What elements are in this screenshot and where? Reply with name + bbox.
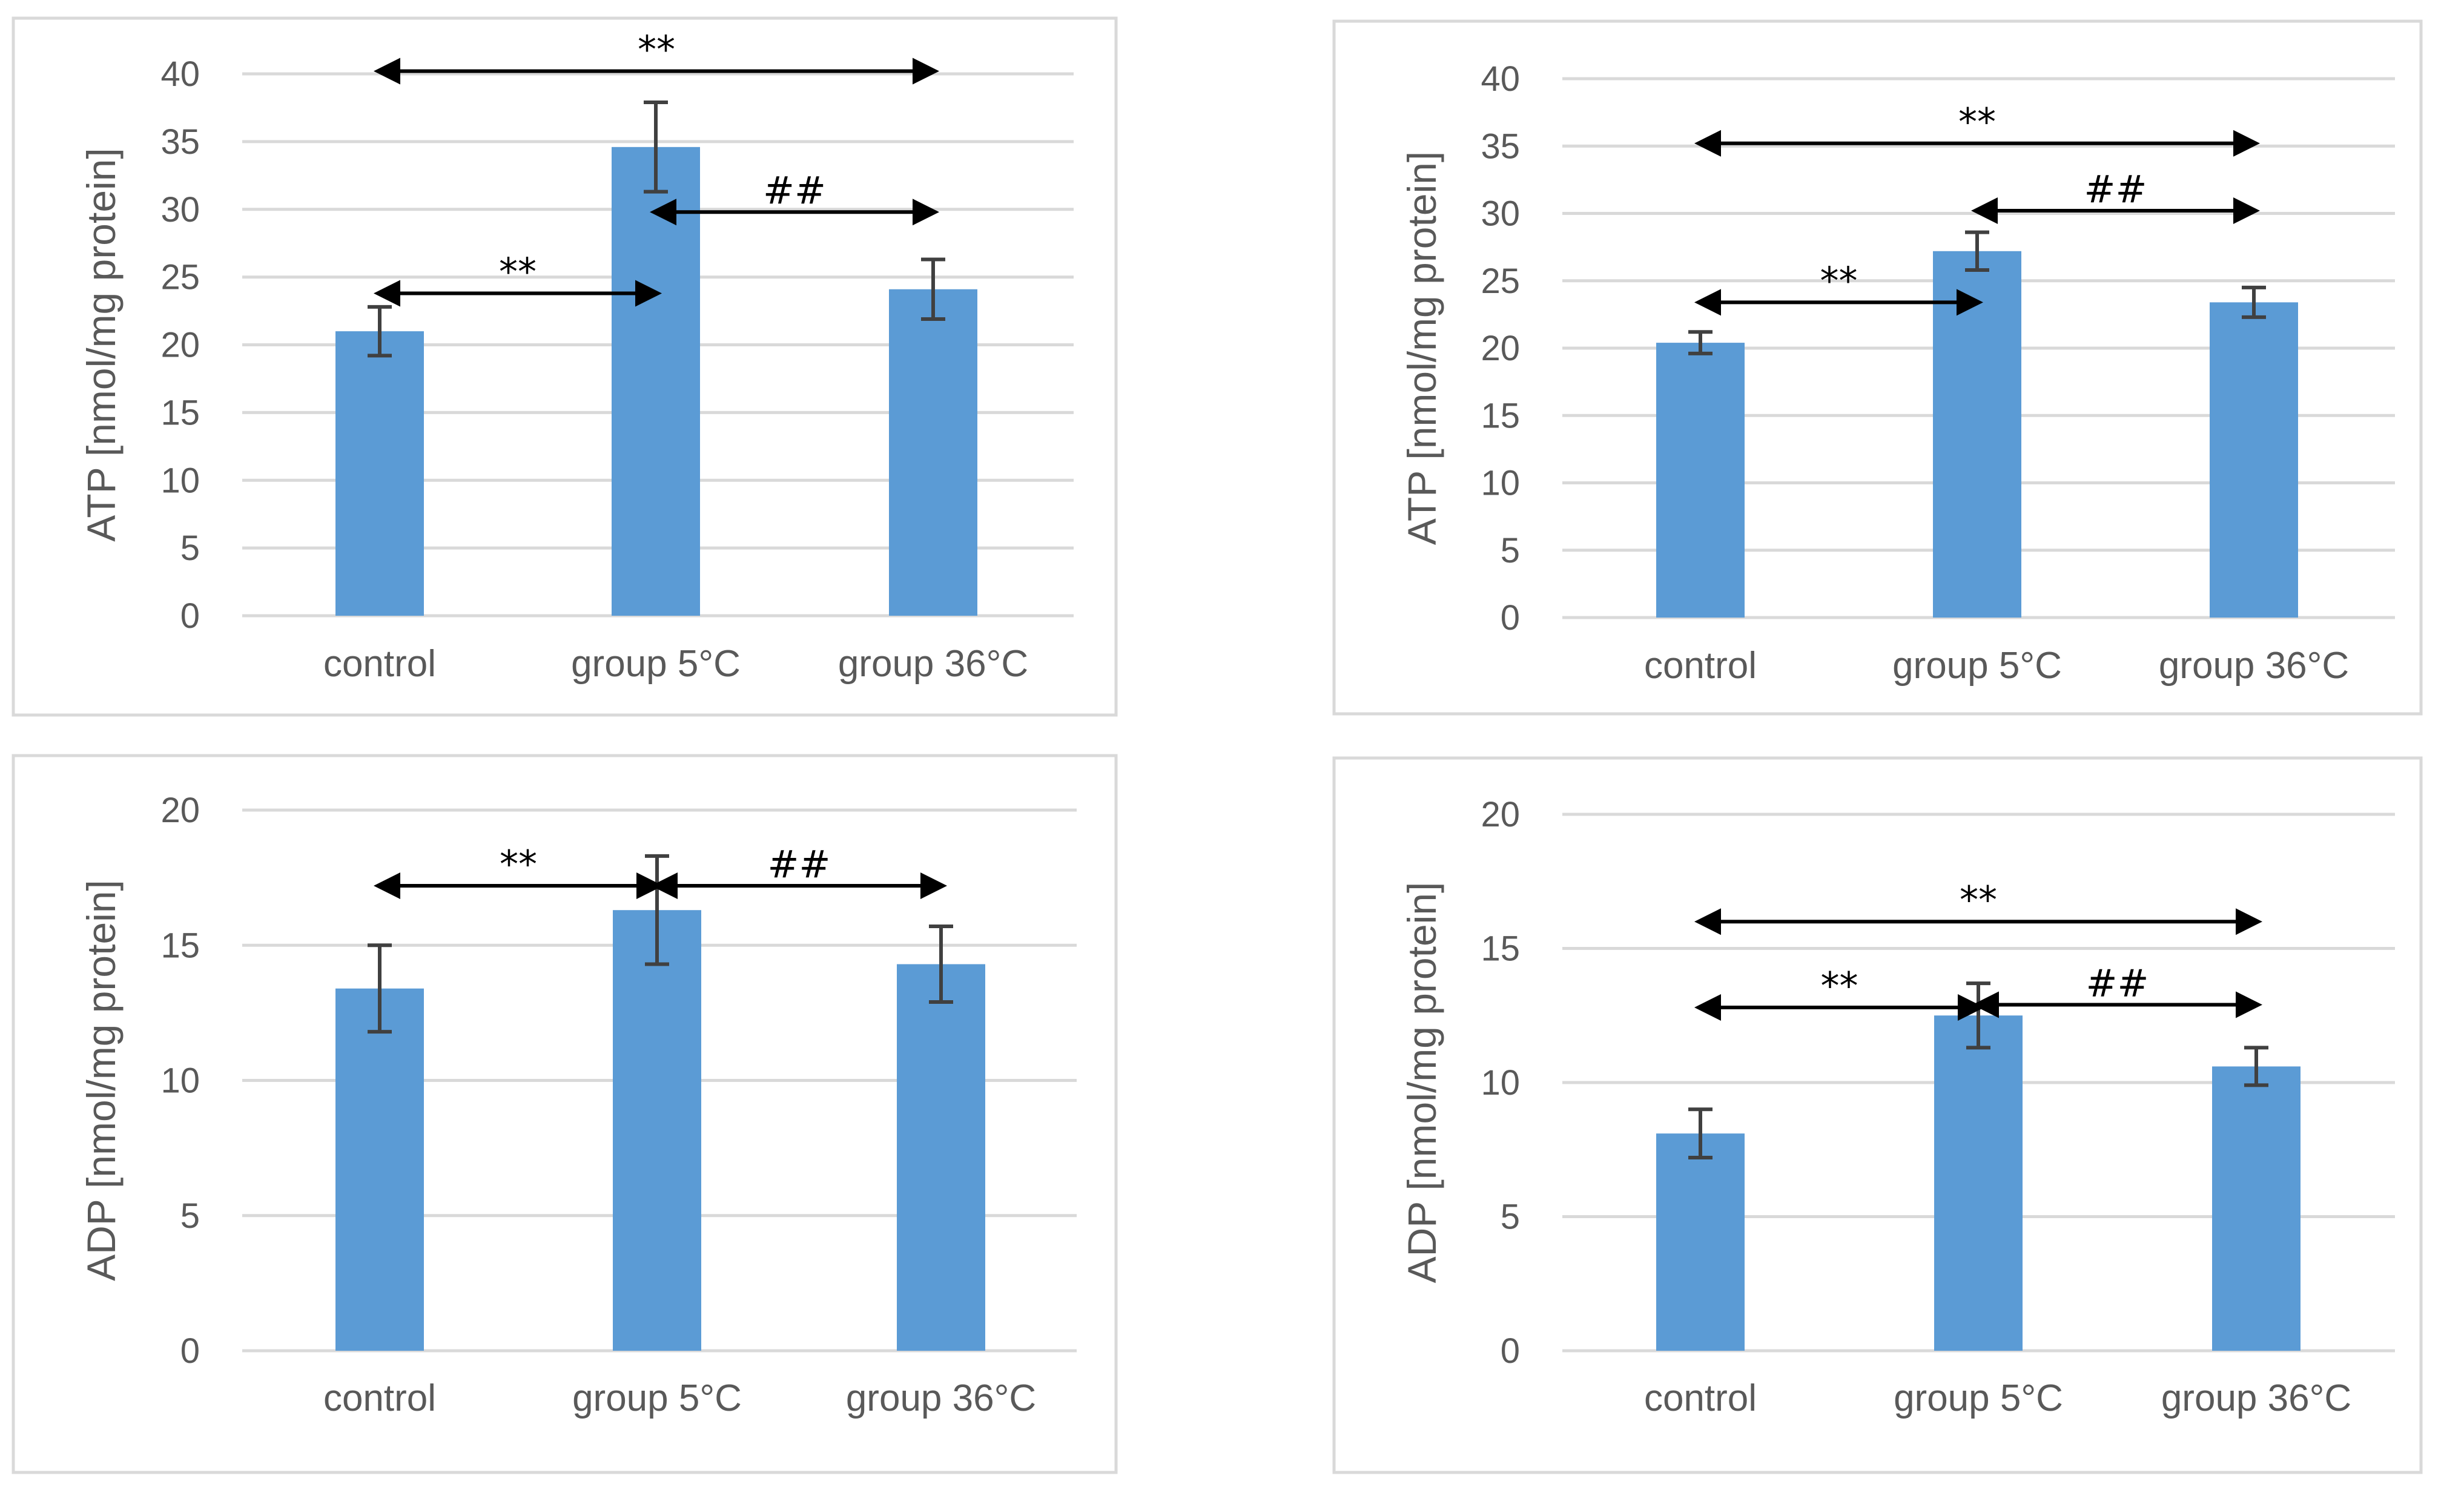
y-tick-label: 15 [1481, 396, 1520, 435]
y-tick-label: 0 [180, 1331, 200, 1371]
arrowhead-left-icon [650, 199, 676, 226]
chart-panel-atp-top-left: 0 5 10 15 20 25 30 35 40 ATP [nmol/mg protein] con… [12, 16, 1118, 717]
arrowhead-left-icon [651, 872, 678, 900]
y-tick-label: 5 [1501, 531, 1520, 570]
y-tick-label: 25 [160, 258, 200, 297]
y-tick-label: 5 [180, 529, 200, 568]
y-tick-label: 20 [160, 326, 200, 365]
significance-label: ## [763, 168, 826, 213]
bar-0 [1656, 1133, 1745, 1351]
y-tick-label: 40 [160, 54, 200, 94]
bar-0 [335, 331, 424, 616]
y-tick-label: 10 [1481, 1063, 1520, 1103]
bar-1 [1934, 1015, 2023, 1351]
bar-2 [889, 289, 977, 616]
arrowhead-left-icon [1971, 197, 1998, 225]
arrowhead-left-icon [1694, 130, 1721, 157]
bar-1 [613, 910, 701, 1351]
significance-label: ** [500, 842, 537, 886]
y-tick-label: 25 [1481, 262, 1520, 301]
significance-label: ** [499, 249, 537, 294]
y-tick-label: 30 [160, 190, 200, 229]
significance-label: ** [638, 28, 675, 72]
arrowhead-left-icon [1694, 994, 1721, 1021]
chart-panel-adp-bottom-left: 0 5 10 15 20 ADP [nmol/mg protein] control grou… [12, 754, 1118, 1474]
arrowhead-left-icon [374, 280, 400, 307]
category-label: group 5°C [1894, 1377, 2063, 1419]
arrowhead-right-icon [2233, 130, 2260, 157]
y-tick-label: 5 [1501, 1198, 1520, 1237]
category-label: group 36°C [846, 1377, 1036, 1419]
bar-1 [612, 147, 700, 616]
significance-label: ** [1821, 964, 1858, 1008]
bar-0 [1656, 343, 1745, 618]
chart-panel-adp-bottom-right: 0 5 10 15 20 ADP [nmol/mg protein] control grou… [1332, 756, 2423, 1474]
y-tick-label: 10 [160, 461, 200, 500]
y-tick-label: 30 [1481, 194, 1520, 234]
y-tick-label: 10 [160, 1061, 200, 1101]
y-tick-label: 15 [1481, 929, 1520, 969]
arrowhead-left-icon [1972, 991, 1999, 1018]
y-tick-label: 35 [160, 122, 200, 162]
arrowhead-right-icon [635, 280, 662, 307]
category-label: control [323, 643, 436, 685]
arrowhead-left-icon [1694, 289, 1721, 316]
arrowhead-right-icon [636, 872, 663, 900]
y-tick-label: 15 [160, 926, 200, 965]
y-tick-label: 20 [160, 791, 200, 830]
y-tick-label: 0 [180, 596, 200, 636]
arrowhead-right-icon [913, 58, 939, 85]
arrowhead-left-icon [374, 58, 400, 85]
y-axis-title: ATP [nmol/mg protein] [1399, 151, 1444, 546]
y-tick-label: 0 [1501, 1331, 1520, 1371]
y-tick-label: 35 [1481, 127, 1520, 166]
category-label: control [323, 1377, 436, 1419]
significance-label: ** [1960, 878, 1997, 922]
y-tick-label: 40 [1481, 59, 1520, 99]
arrowhead-right-icon [1958, 994, 1984, 1021]
category-label: group 36°C [2159, 645, 2349, 687]
y-tick-label: 15 [160, 393, 200, 432]
significance-label: ** [1820, 259, 1858, 303]
y-axis-title: ATP [nmol/mg protein] [79, 148, 124, 542]
bar-1 [1933, 251, 2021, 618]
bar-2 [897, 964, 985, 1351]
arrowhead-right-icon [920, 872, 947, 900]
y-tick-label: 0 [1501, 598, 1520, 638]
y-tick-label: 20 [1481, 795, 1520, 834]
bar-0 [335, 988, 424, 1351]
y-axis-title: ADP [nmol/mg protein] [1399, 882, 1444, 1284]
category-label: group 5°C [1892, 645, 2062, 687]
significance-label: ## [2084, 167, 2147, 211]
category-label: group 36°C [838, 643, 1028, 685]
significance-label: ## [768, 842, 831, 886]
y-tick-label: 10 [1481, 464, 1520, 503]
category-label: control [1644, 645, 1757, 687]
bar-2 [2212, 1066, 2301, 1351]
arrowhead-right-icon [2236, 908, 2262, 935]
category-label: group 5°C [572, 1377, 742, 1419]
significance-label: ## [2086, 961, 2149, 1006]
significance-label: ** [1958, 100, 1996, 144]
chart-panel-atp-top-right: 0 5 10 15 20 25 30 35 40 ATP [nmol/mg protein] con… [1332, 19, 2423, 716]
arrowhead-right-icon [2236, 991, 2262, 1018]
arrowhead-right-icon [1957, 289, 1983, 316]
category-label: group 5°C [571, 643, 741, 685]
arrowhead-right-icon [2233, 197, 2260, 225]
y-tick-label: 20 [1481, 329, 1520, 368]
category-label: control [1644, 1377, 1757, 1419]
arrowhead-right-icon [913, 199, 939, 226]
arrowhead-left-icon [374, 872, 400, 900]
y-tick-label: 5 [180, 1196, 200, 1236]
y-axis-title: ADP [nmol/mg protein] [79, 880, 124, 1281]
arrowhead-left-icon [1694, 908, 1721, 935]
category-label: group 36°C [2161, 1377, 2351, 1419]
bar-2 [2210, 302, 2298, 618]
